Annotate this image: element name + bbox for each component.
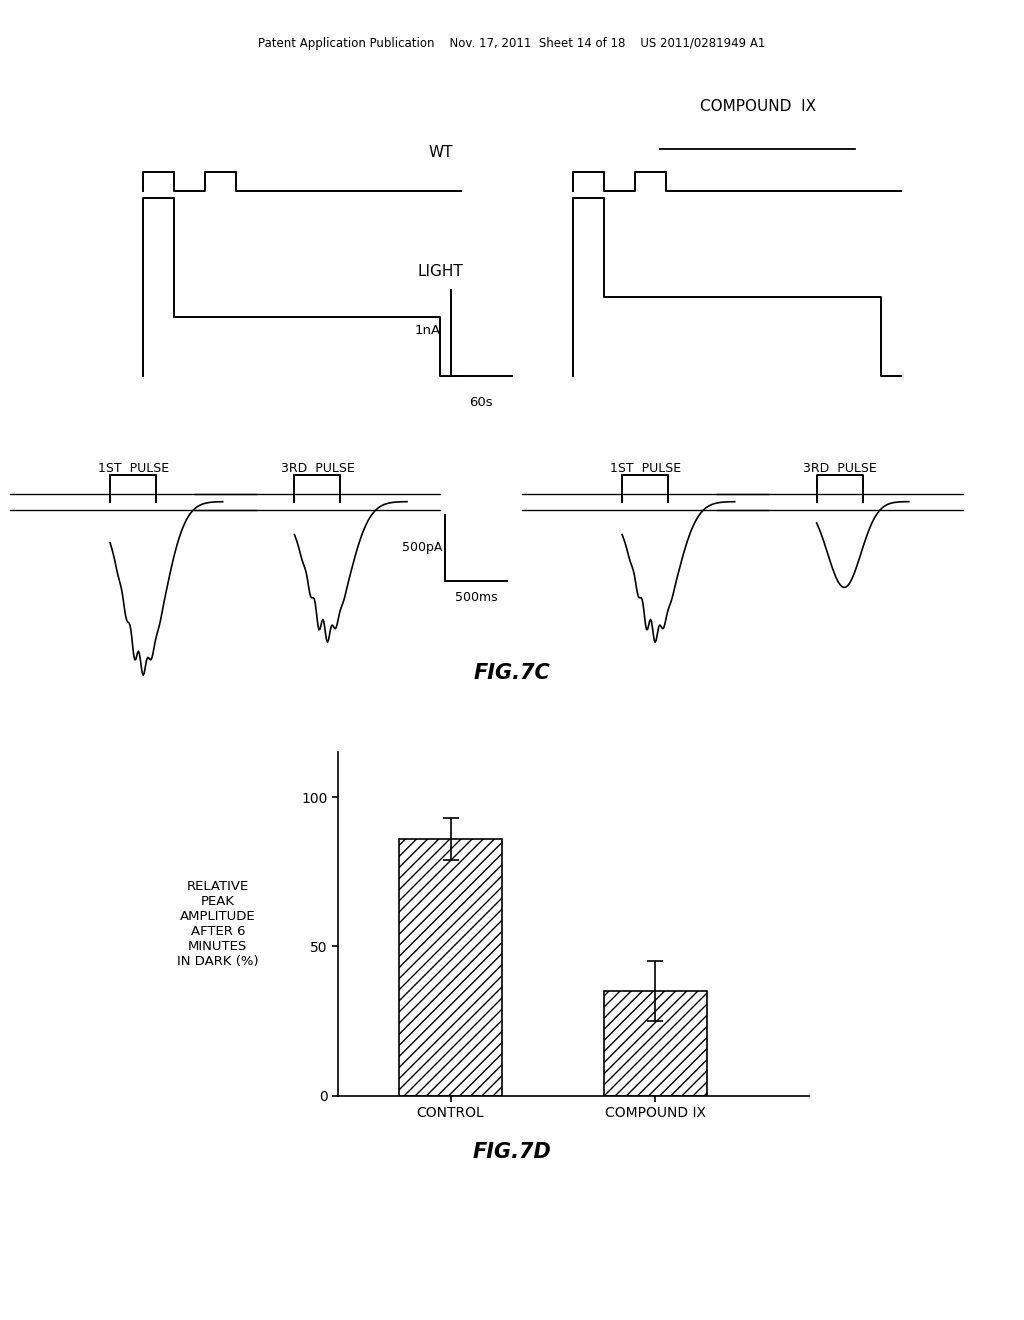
Text: 500pA: 500pA xyxy=(402,541,442,554)
Text: FIG.7D: FIG.7D xyxy=(472,1142,552,1162)
Text: 60s: 60s xyxy=(469,396,494,409)
Bar xyxy=(399,840,502,1096)
Y-axis label: RELATIVE
PEAK
AMPLITUDE
AFTER 6
MINUTES
IN DARK (%): RELATIVE PEAK AMPLITUDE AFTER 6 MINUTES … xyxy=(177,880,259,968)
Bar xyxy=(604,991,707,1096)
Text: 3RD  PULSE: 3RD PULSE xyxy=(803,462,877,475)
Text: FIG.7C: FIG.7C xyxy=(473,663,551,684)
Text: Patent Application Publication    Nov. 17, 2011  Sheet 14 of 18    US 2011/02819: Patent Application Publication Nov. 17, … xyxy=(258,37,766,50)
Text: 1ST  PULSE: 1ST PULSE xyxy=(609,462,681,475)
Text: COMPOUND  IX: COMPOUND IX xyxy=(699,99,816,114)
Text: 500ms: 500ms xyxy=(455,591,498,603)
Text: WT: WT xyxy=(428,145,453,160)
Text: 1nA: 1nA xyxy=(414,323,440,337)
Text: 3RD  PULSE: 3RD PULSE xyxy=(281,462,354,475)
Text: 1ST  PULSE: 1ST PULSE xyxy=(97,462,169,475)
Text: LIGHT: LIGHT xyxy=(418,264,463,279)
